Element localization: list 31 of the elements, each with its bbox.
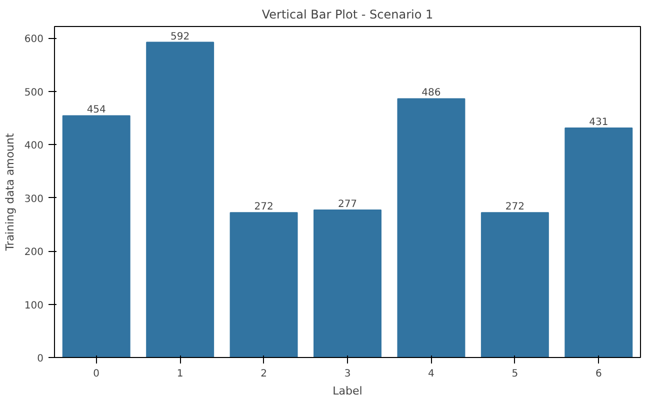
x-tick-label: 1 [176,368,184,380]
y-tick-label: 600 [24,34,44,45]
data-label: 272 [254,202,274,213]
chart-title: Vertical Bar Plot - Scenario 1 [262,8,434,22]
y-tick-label: 500 [24,87,44,98]
y-tick-label: 200 [24,247,44,258]
data-label: 431 [589,116,608,128]
x-tick-label: 2 [260,368,267,380]
data-label: 277 [338,199,358,210]
y-tick-label: 400 [24,140,44,152]
bar [314,210,382,358]
bar [146,42,214,358]
data-label: 454 [86,104,106,116]
x-tick-label: 4 [428,368,434,380]
bar [564,127,633,358]
x-tick-label: 6 [595,368,602,380]
bar [62,115,130,358]
y-axis-title: Training data amount [3,132,16,252]
y-tick-label: 0 [37,354,44,364]
x-tick-label: 5 [512,368,518,380]
bar [480,212,549,358]
y-tick-label: 300 [24,194,44,205]
bar [230,212,298,358]
x-tick-label: 3 [344,368,351,380]
bar [397,98,466,358]
data-label: 592 [170,31,190,42]
x-tick-label: 0 [93,368,100,380]
data-label: 272 [505,202,524,213]
data-label: 486 [422,88,441,99]
y-tick-label: 100 [24,300,44,312]
x-axis-title: Label [332,384,362,398]
